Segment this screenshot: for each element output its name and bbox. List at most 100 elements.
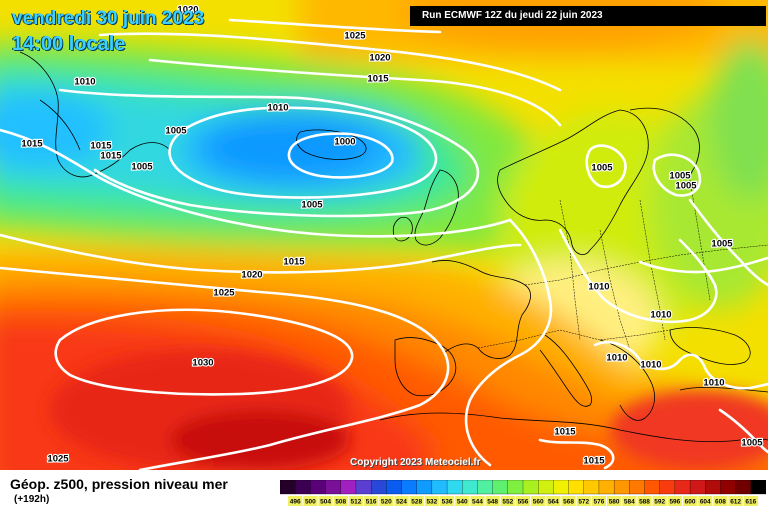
tick-label-bg — [485, 496, 500, 506]
tick-label-bg — [622, 496, 637, 506]
tick-label-bg — [531, 496, 546, 506]
tick-label-bg — [637, 496, 652, 506]
tick-label-bg — [348, 496, 364, 506]
legend-tick-label: 560 — [533, 499, 544, 506]
isobar-label: 1015 — [283, 257, 305, 268]
isobar-1030 — [54, 308, 354, 396]
legend-tick-label: 568 — [563, 499, 574, 506]
isobar-1010-balkans — [593, 340, 768, 390]
color-swatch — [325, 480, 342, 495]
legend-tick-label: 516 — [366, 499, 377, 506]
legend-tick-label: 612 — [730, 499, 741, 506]
tick-label-bg — [743, 496, 758, 506]
color-swatch — [720, 480, 737, 495]
color-swatch — [659, 480, 676, 495]
isobar-1020-mid — [0, 233, 522, 274]
tick-label-bg — [591, 496, 607, 506]
isobar-label: 1015 — [554, 427, 576, 438]
isobar-label: 1010 — [74, 77, 95, 88]
isobar-label: 1010 — [267, 103, 288, 114]
tick-label-bg — [652, 496, 667, 506]
legend-tick-label: 508 — [335, 499, 346, 506]
color-swatch — [522, 480, 539, 495]
isobar-label: 1015 — [21, 139, 43, 150]
isobar-1005-scand — [585, 144, 627, 189]
isobar-1005-iceland — [168, 106, 438, 199]
legend-tick-label: 608 — [715, 499, 726, 506]
isobar-label: 1005 — [675, 181, 697, 192]
legend-tick-label: 524 — [396, 499, 407, 506]
legend-tick-label: 520 — [381, 499, 392, 506]
isobar-label: 1005 — [301, 200, 323, 211]
legend-tick-label: 616 — [745, 499, 756, 506]
isobar-label: 1005 — [131, 162, 153, 173]
tick-label-bg — [379, 496, 394, 506]
legend-tick-label: 592 — [654, 499, 665, 506]
tick-label-bg — [667, 496, 682, 506]
isobar-label: 1000 — [334, 137, 355, 148]
isobar-label: 1010 — [703, 378, 724, 389]
color-swatch — [431, 480, 448, 495]
tick-label-bg — [682, 496, 698, 506]
color-swatch — [735, 480, 752, 495]
color-swatch — [644, 480, 661, 495]
color-scale-legend: 496 500 504 508 512 516 520 524 528 532 536 540 544 5… — [280, 480, 766, 506]
geopotential-shading — [0, 0, 768, 470]
isobar-1000 — [287, 132, 394, 179]
isobar-1010-north — [58, 88, 480, 218]
color-swatch — [568, 480, 585, 495]
tick-label-bg — [455, 496, 470, 506]
legend-tick-label: 532 — [426, 499, 437, 506]
tick-label-bg — [424, 496, 439, 506]
tick-label-bg — [333, 496, 348, 506]
forecast-time-title: 14:00 locale — [12, 33, 126, 55]
color-swatch — [583, 480, 600, 495]
isobar-1025-top — [228, 18, 442, 34]
tick-label-bg — [607, 496, 622, 506]
tick-label-bg — [318, 496, 333, 506]
legend-tick-label: 604 — [700, 499, 711, 506]
color-swatch — [477, 480, 494, 495]
color-swatch — [386, 480, 403, 495]
isobar-1005-russia — [688, 198, 768, 287]
legend-tick-label: 564 — [548, 499, 559, 506]
isobar-1015-top — [148, 58, 562, 127]
tick-label-bg — [713, 496, 728, 506]
tick-label-bg — [364, 496, 379, 506]
isobar-label: 1005 — [165, 126, 187, 137]
tick-label-bg — [500, 496, 515, 506]
legend-tick-label: 544 — [472, 499, 483, 506]
color-swatch — [750, 480, 766, 495]
legend-tick-label: 540 — [457, 499, 468, 506]
legend-tick-label: 588 — [639, 499, 650, 506]
isobar-1010-europe — [558, 228, 718, 324]
isobar-label: 1015 — [90, 141, 112, 152]
color-swatch — [462, 480, 479, 495]
isobar-label: 1010 — [588, 282, 609, 293]
color-swatch — [295, 480, 312, 495]
color-swatch — [310, 480, 327, 495]
color-swatch — [689, 480, 706, 495]
run-info-banner: Run ECMWF 12Z du jeudi 22 juin 2023 — [410, 6, 766, 26]
color-swatch — [629, 480, 646, 495]
color-swatch — [446, 480, 463, 495]
isobar-1005-se — [718, 408, 768, 454]
tick-label-bg — [303, 496, 318, 506]
color-swatch — [507, 480, 524, 495]
tick-label-bg — [728, 496, 743, 506]
legend-tick-label: 600 — [685, 499, 696, 506]
isobar-label: 1015 — [100, 151, 122, 162]
legend-tick-label: 512 — [351, 499, 362, 506]
tick-label-bg — [409, 496, 424, 506]
color-swatch — [553, 480, 570, 495]
legend-tick-label: 496 — [290, 499, 301, 506]
isobar-label: 1020 — [177, 5, 198, 16]
isobar-1020-top — [98, 32, 562, 92]
legend-footer: Géop. z500, pression niveau mer (+192h) … — [0, 470, 768, 512]
isobar-label: 1005 — [741, 438, 763, 449]
color-swatch — [705, 480, 722, 495]
isobar-label: 1025 — [213, 288, 235, 299]
isobar-label: 1015 — [583, 456, 605, 467]
